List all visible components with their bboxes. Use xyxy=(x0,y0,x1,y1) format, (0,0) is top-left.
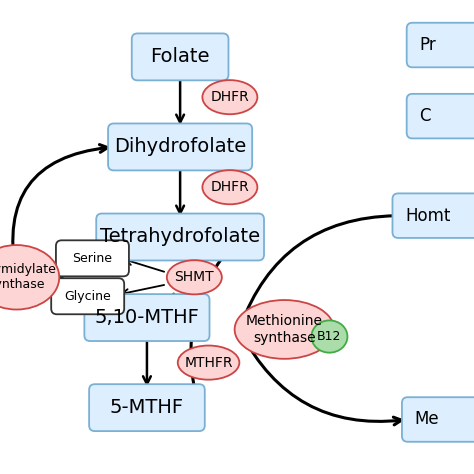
Text: 5,10-MTHF: 5,10-MTHF xyxy=(94,308,200,327)
Text: Methionine
synthase: Methionine synthase xyxy=(246,314,323,345)
Text: DHFR: DHFR xyxy=(210,180,249,194)
Ellipse shape xyxy=(202,170,257,204)
Ellipse shape xyxy=(178,346,239,380)
FancyBboxPatch shape xyxy=(407,23,474,67)
Text: DHFR: DHFR xyxy=(210,90,249,104)
Text: B12: B12 xyxy=(317,330,342,343)
FancyBboxPatch shape xyxy=(84,294,210,341)
FancyBboxPatch shape xyxy=(402,397,474,442)
Text: Thymidylate
synthase: Thymidylate synthase xyxy=(0,263,55,292)
Ellipse shape xyxy=(0,245,59,310)
FancyBboxPatch shape xyxy=(56,240,129,276)
Text: MTHFR: MTHFR xyxy=(184,356,233,370)
Ellipse shape xyxy=(202,80,257,114)
Text: Serine: Serine xyxy=(73,252,112,265)
FancyBboxPatch shape xyxy=(89,384,205,431)
Ellipse shape xyxy=(167,260,222,294)
FancyBboxPatch shape xyxy=(392,193,474,238)
Text: Glycine: Glycine xyxy=(64,290,111,303)
Text: 5-MTHF: 5-MTHF xyxy=(110,398,184,417)
Text: Pr: Pr xyxy=(419,36,436,54)
FancyBboxPatch shape xyxy=(108,124,252,171)
Ellipse shape xyxy=(235,300,334,359)
FancyBboxPatch shape xyxy=(51,278,124,314)
FancyBboxPatch shape xyxy=(96,213,264,261)
Text: SHMT: SHMT xyxy=(174,270,214,284)
FancyBboxPatch shape xyxy=(407,94,474,138)
Text: Tetrahydrofolate: Tetrahydrofolate xyxy=(100,228,260,246)
Text: Dihydrofolate: Dihydrofolate xyxy=(114,137,246,156)
Text: C: C xyxy=(419,107,431,125)
FancyBboxPatch shape xyxy=(132,34,228,81)
Text: Homt: Homt xyxy=(405,207,451,225)
Ellipse shape xyxy=(311,320,347,353)
Text: Me: Me xyxy=(415,410,439,428)
Text: Folate: Folate xyxy=(150,47,210,66)
